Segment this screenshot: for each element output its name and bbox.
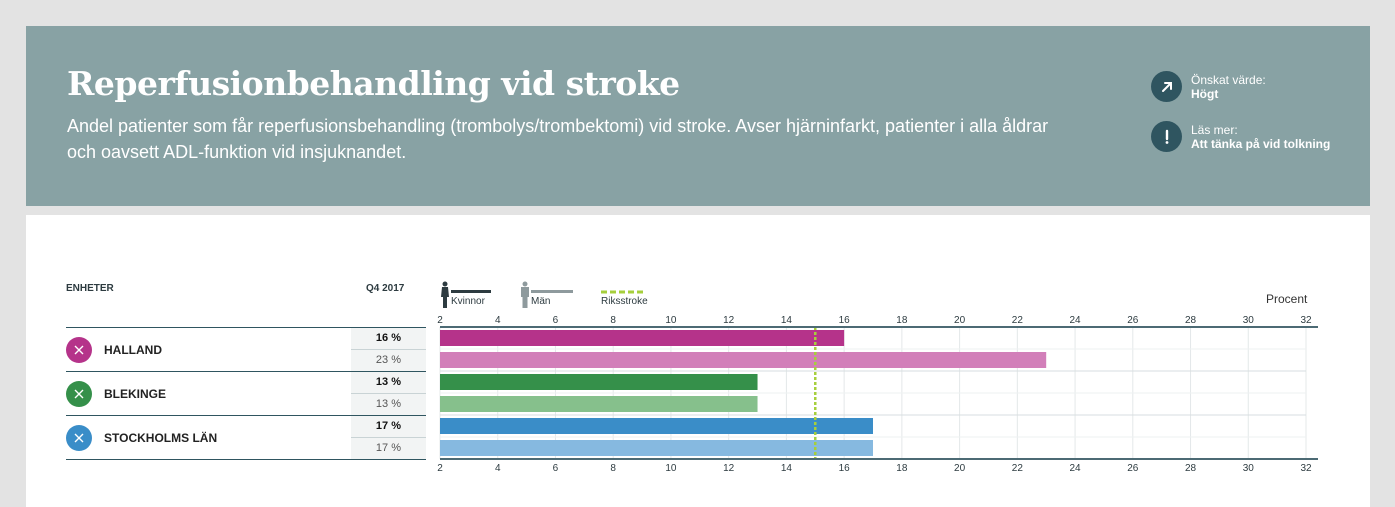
value-men: 13 % — [351, 394, 426, 415]
unit-row-blekinge: BLEKINGE — [66, 372, 351, 416]
unit-row-stockholm: STOCKHOLMS LÄN — [66, 416, 351, 460]
value-separator — [351, 437, 426, 438]
read-more-link[interactable]: Läs mer: Att tänka på vid tolkning — [1151, 121, 1330, 152]
tick-label-top: 22 — [1012, 315, 1024, 326]
table-top-line — [66, 327, 426, 328]
page-subtitle: Andel patienter som får reperfusionsbeha… — [67, 116, 1049, 162]
row-divider — [66, 415, 426, 416]
remove-unit-icon[interactable] — [66, 425, 92, 451]
tick-label-bottom: 20 — [954, 463, 966, 474]
value-men: 23 % — [351, 350, 426, 371]
tick-label-top: 16 — [839, 315, 851, 326]
tick-label-bottom: 30 — [1243, 463, 1255, 474]
unit-name: BLEKINGE — [104, 387, 167, 401]
value-women: 13 % — [351, 372, 426, 393]
tick-label-top: 14 — [781, 315, 793, 326]
desired-value-label: Önskat värde: — [1191, 73, 1266, 87]
bar-women — [440, 330, 845, 346]
tick-label-bottom: 16 — [839, 463, 851, 474]
tick-label-bottom: 18 — [896, 463, 908, 474]
tick-label-bottom: 24 — [1070, 463, 1082, 474]
value-separator — [351, 393, 426, 394]
read-more-label: Läs mer: — [1191, 123, 1238, 137]
tick-label-bottom: 10 — [665, 463, 677, 474]
woman-icon — [441, 281, 449, 308]
bar-women — [440, 418, 873, 434]
bar-chart: 2244668810101212141416161818202022222424… — [437, 315, 1318, 474]
unit-name: HALLAND — [104, 343, 162, 357]
legend-women-label: Kvinnor — [451, 296, 485, 307]
tick-label-bottom: 26 — [1127, 463, 1139, 474]
value-men: 17 % — [351, 438, 426, 459]
unit-row-halland: HALLAND — [66, 328, 351, 372]
tick-label-top: 4 — [495, 315, 501, 326]
tick-label-top: 20 — [954, 315, 966, 326]
value-women: 16 % — [351, 328, 426, 349]
bar-men — [440, 352, 1047, 368]
man-icon — [521, 281, 529, 308]
tick-label-bottom: 6 — [553, 463, 559, 474]
value-separator — [351, 349, 426, 350]
value-women: 17 % — [351, 416, 426, 437]
legend-reference-label: Riksstroke — [601, 296, 648, 307]
desired-value-info: Önskat värde: Högt — [1151, 71, 1266, 102]
tick-label-top: 26 — [1127, 315, 1139, 326]
tick-label-top: 28 — [1185, 315, 1197, 326]
tick-label-bottom: 22 — [1012, 463, 1024, 474]
period-header: Q4 2017 — [366, 283, 405, 294]
bar-women — [440, 374, 758, 390]
arrow-up-right-icon — [1151, 71, 1182, 102]
tick-label-top: 24 — [1070, 315, 1082, 326]
indicator-header: Reperfusionbehandling vid stroke Andel p… — [26, 26, 1370, 206]
tick-label-bottom: 8 — [610, 463, 616, 474]
tick-label-bottom: 14 — [781, 463, 793, 474]
tick-label-bottom: 32 — [1300, 463, 1312, 474]
remove-unit-icon[interactable] — [66, 337, 92, 363]
tick-label-top: 6 — [553, 315, 559, 326]
tick-label-top: 8 — [610, 315, 616, 326]
legend-men-label: Män — [531, 296, 551, 307]
tick-label-bottom: 28 — [1185, 463, 1197, 474]
exclamation-icon — [1151, 121, 1182, 152]
tick-label-top: 12 — [723, 315, 735, 326]
unit-name: STOCKHOLMS LÄN — [104, 431, 218, 445]
bar-men — [440, 396, 758, 412]
read-more-link-text[interactable]: Att tänka på vid tolkning — [1191, 137, 1331, 151]
tick-label-bottom: 2 — [437, 463, 443, 474]
tick-label-top: 32 — [1300, 315, 1312, 326]
tick-label-top: 18 — [896, 315, 908, 326]
page-title: Reperfusionbehandling vid stroke — [67, 64, 680, 103]
tick-label-bottom: 12 — [723, 463, 735, 474]
tick-label-bottom: 4 — [495, 463, 501, 474]
tick-label-top: 10 — [665, 315, 677, 326]
tick-label-top: 30 — [1243, 315, 1255, 326]
chart-panel: ENHETER Q4 2017 Kvinnor Män Riksstroke P… — [26, 215, 1370, 507]
row-divider — [66, 371, 426, 372]
tick-label-top: 2 — [437, 315, 443, 326]
desired-value: Högt — [1191, 87, 1219, 101]
x-axis-unit-label: Procent — [1266, 292, 1308, 306]
units-header: ENHETER — [66, 283, 114, 294]
bar-men — [440, 440, 873, 456]
remove-unit-icon[interactable] — [66, 381, 92, 407]
table-bottom-line — [66, 459, 426, 460]
